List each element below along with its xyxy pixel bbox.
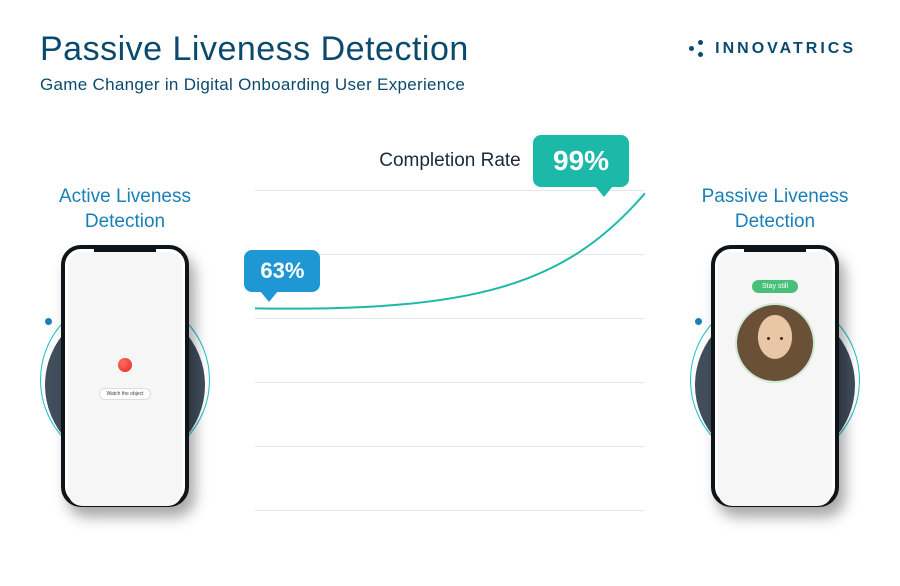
chart-gridline xyxy=(255,510,645,511)
logo-icon xyxy=(689,40,707,58)
chart-callout: 99% xyxy=(533,135,629,187)
chart-curve xyxy=(255,190,645,510)
chart-callout: 63% xyxy=(244,250,320,292)
tracking-dot-icon xyxy=(118,358,132,372)
page-subtitle: Game Changer in Digital Onboarding User … xyxy=(40,75,860,95)
phone-screen-active: Watch the object xyxy=(68,252,182,506)
completion-chart: 63%99% xyxy=(255,190,645,510)
left-label: Active Liveness Detection xyxy=(30,185,220,234)
instruction-pill: Stay still xyxy=(752,280,798,293)
left-phone-group: Watch the object xyxy=(30,245,220,507)
instruction-pill: Watch the object xyxy=(99,388,150,400)
face-avatar-icon xyxy=(737,305,813,381)
phone-mockup-active: Watch the object xyxy=(61,245,189,507)
right-label: Passive Liveness Detection xyxy=(680,185,870,234)
chart-title: Completion Rate xyxy=(0,150,900,172)
phone-screen-passive: Stay still xyxy=(718,252,832,506)
right-phone-group: Stay still xyxy=(680,245,870,507)
logo-text: INNOVATRICS xyxy=(715,40,856,58)
brand-logo: INNOVATRICS xyxy=(689,40,856,58)
phone-mockup-passive: Stay still xyxy=(711,245,839,507)
